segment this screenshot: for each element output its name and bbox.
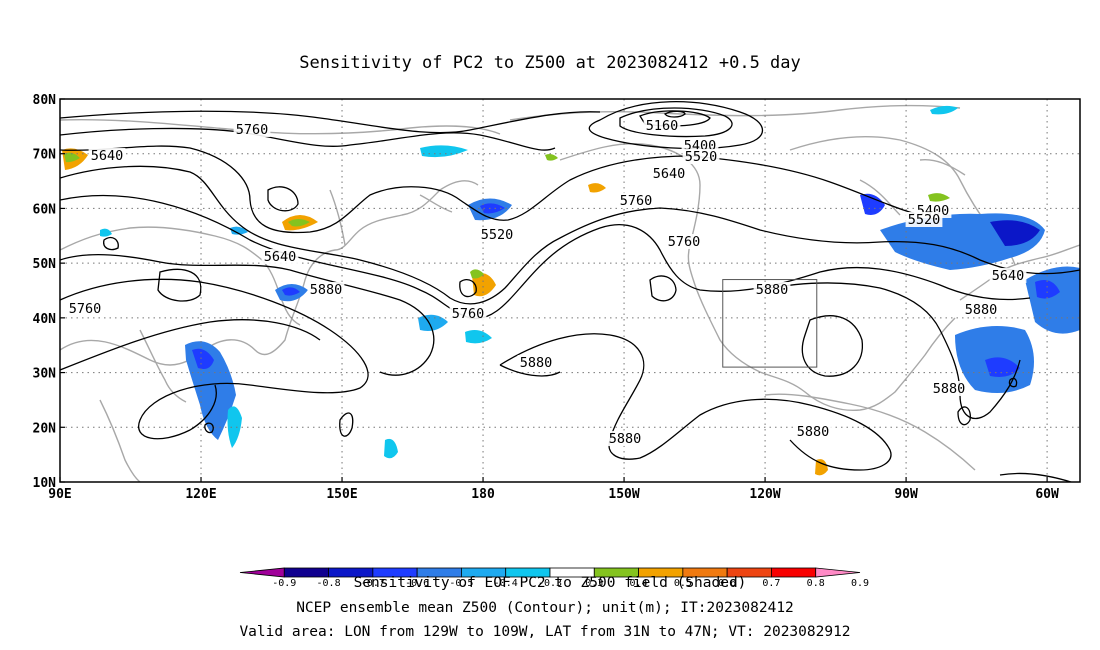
colorbar-label: 0.6 [718,578,736,589]
contour-label: 5640 [992,268,1025,284]
contour-label: 5760 [620,193,653,209]
contour-label-bg [905,212,943,227]
x-tick-label: 90E [48,487,71,502]
contour-label: 5760 [452,306,485,322]
contour-label: 5880 [797,424,830,440]
contour-label: 5880 [965,302,998,318]
x-tick-label: 90W [894,487,918,502]
contour-label: 5880 [609,431,642,447]
colorbar: -0.9 -0.8 -0.7 -0.6 -0.5 -0.4 -0.3 0.3 0.4 0.5 0.6… [239,567,869,589]
contour-label: 5640 [91,148,124,164]
colorbar-label: -0.9 [272,578,296,589]
contour-label: 5760 [69,301,102,317]
y-tick-label: 40N [33,312,57,327]
contour-label-bg [449,306,487,321]
y-tick-label: 10N [33,476,57,491]
contour-label-bg [307,282,345,297]
contour-label-bg [617,193,655,208]
footer-line-3: Valid area: LON from 129W to 109W, LAT f… [239,624,850,640]
y-tick-label: 50N [33,257,57,272]
x-tick-label: 180 [471,487,495,502]
colorbar-label: 0.3 [585,578,603,589]
contour-label: 5760 [668,234,701,250]
x-tick-label: 120W [749,487,780,502]
contour-label-bg [478,227,516,242]
colorbar-segment [239,567,285,578]
map-plot-area: 5160540054005520552055205640564056405640… [60,99,1080,482]
contour-label-bg [682,149,720,164]
contour-label: 5640 [264,249,297,265]
colorbar-label: -0.7 [361,578,385,589]
contour-label-bg [643,118,681,133]
contour-label-bg [517,355,555,370]
colorbar-label: -0.6 [405,578,429,589]
contour-label-bg [233,122,271,137]
contour-label: 5760 [236,122,269,138]
contour-label-bg [753,282,791,297]
contour-label-bg [650,166,688,181]
contour-label-bg [261,249,299,264]
contour-label-bg [930,381,968,396]
colorbar-label: 0.9 [851,578,869,589]
chart-title: Sensitivity of PC2 to Z500 at 2023082412… [299,53,801,73]
x-tick-label: 120E [185,487,216,502]
contour-label: 5160 [646,118,679,134]
colorbar-label: 0.8 [807,578,825,589]
colorbar-label: -0.5 [449,578,473,589]
colorbar-label: -0.4 [494,578,518,589]
footer-line-1: Sensitivity of EOF PC2 to Z500 field (Sh… [354,575,747,591]
contour-label: 5520 [908,212,941,228]
z500-contours [60,101,1080,482]
contour-label-bg [989,268,1027,283]
sensitivity-shading [62,105,1080,476]
contour-label: 5880 [520,355,553,371]
contour-label-bg [606,431,644,446]
axis-ticks: 90E 120E 150E 180 150W 120W 90W 60W 10N 20N 30N 40N… [33,93,1059,502]
colorbar-label: -0.3 [538,578,562,589]
contour-labels: 5160540054005520552055205640564056405640… [66,118,1027,447]
colorbar-segment [771,567,817,578]
contour-label: 5880 [756,282,789,298]
contour-label-bg [66,301,104,316]
contour-label: 5880 [310,282,343,298]
contour-label-bg [962,302,1000,317]
map-frame [59,98,1081,483]
colorbar-label: 0.5 [674,578,692,589]
contour-label: 5640 [653,166,686,182]
y-tick-label: 30N [33,367,57,382]
y-tick-label: 60N [33,202,57,217]
colorbar-label: -0.8 [317,578,341,589]
contour-label: 5520 [685,149,718,165]
colorbar-segment [283,567,329,578]
y-tick-label: 20N [33,421,57,436]
colorbar-label: 0.4 [630,578,648,589]
x-tick-label: 150W [608,487,639,502]
contour-label-bg [88,148,126,163]
colorbar-label: 0.7 [762,578,780,589]
contour-label: 5880 [933,381,966,397]
y-tick-label: 80N [33,93,57,108]
x-tick-label: 150E [326,487,357,502]
contour-label-bg [794,424,832,439]
valid-area-box [722,279,818,368]
colorbar-segment [815,567,861,578]
footer-line-2: NCEP ensemble mean Z500 (Contour); unit(… [296,600,794,616]
y-tick-label: 70N [33,148,57,163]
contour-label-bg [665,234,703,249]
x-tick-label: 60W [1035,487,1059,502]
contour-label: 5520 [481,227,514,243]
